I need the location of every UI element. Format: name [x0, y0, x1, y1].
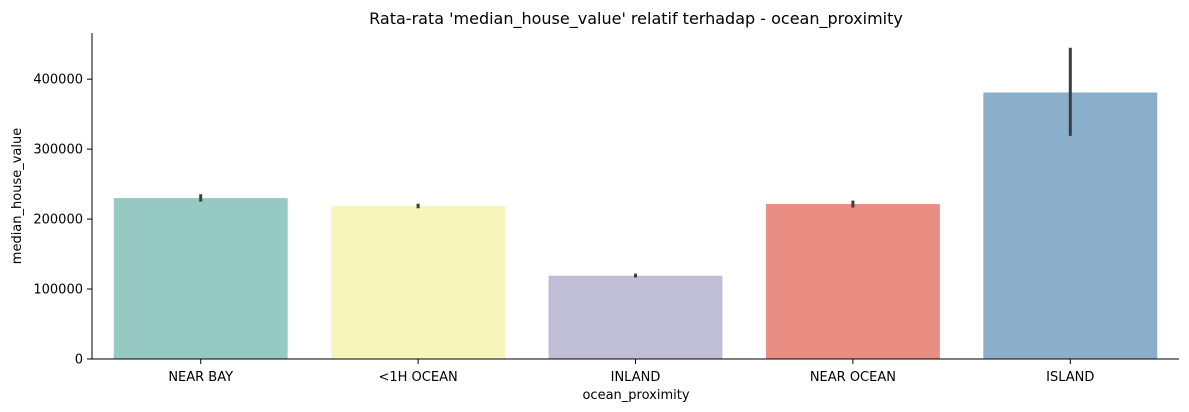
- chart-title: Rata-rata 'median_house_value' relatif t…: [369, 9, 903, 29]
- y-axis-label: median_house_value: [10, 128, 25, 264]
- x-tick-label: <1H OCEAN: [378, 370, 457, 385]
- error-bars-layer: [199, 47, 1072, 278]
- bar-near-ocean: [765, 204, 940, 359]
- x-tick-label: NEAR BAY: [168, 370, 233, 385]
- bar-island: [983, 92, 1158, 360]
- bar-near-bay: [113, 198, 288, 359]
- bar-inland: [548, 275, 723, 359]
- bar-1h-ocean: [331, 205, 506, 359]
- x-tick-label: ISLAND: [1046, 370, 1094, 385]
- y-tick-label: 200000: [33, 213, 83, 228]
- y-ticks-layer: 0 100000 200000 300000 400000: [33, 73, 92, 368]
- x-axis-label: ocean_proximity: [582, 388, 689, 403]
- y-tick-label: 300000: [33, 143, 83, 158]
- x-tick-label: INLAND: [611, 370, 661, 385]
- x-ticks-layer: NEAR BAY <1H OCEAN INLAND NEAR OCEAN ISLAND: [168, 359, 1094, 385]
- y-tick-label: 400000: [33, 73, 83, 88]
- x-tick-label: NEAR OCEAN: [810, 370, 896, 385]
- y-tick-label: 0: [75, 353, 83, 368]
- y-tick-label: 100000: [33, 283, 83, 298]
- bars-layer: [113, 92, 1158, 360]
